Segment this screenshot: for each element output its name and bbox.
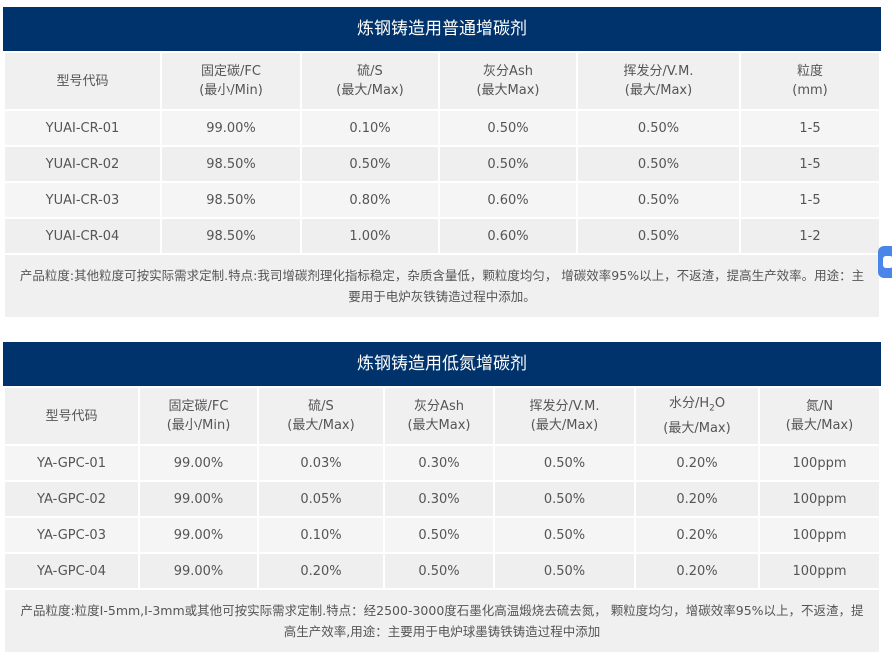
col-header-nitrogen: 氮/N (最大/Max) (758, 386, 881, 446)
table-row: YA-GPC-02 99.00% 0.05% 0.30% 0.50% 0.20%… (3, 480, 881, 518)
cell-model: YA-GPC-03 (3, 516, 140, 554)
table-row: YA-GPC-03 99.00% 0.10% 0.50% 0.50% 0.20%… (3, 516, 881, 554)
ordinary-carburizer-table: 炼钢铸造用普通增碳剂 型号代码 固定碳/FC (最小/Min) 硫/S (最大/Ma… (3, 7, 881, 319)
col-header-fixed-carbon: 固定碳/FC (最小/Min) (138, 386, 259, 446)
table-row: YUAI-CR-01 99.00% 0.10% 0.50% 0.50% 1-5 (3, 109, 881, 147)
header-row: 型号代码 固定碳/FC (最小/Min) 硫/S (最大/Max) 灰分Ash (最大… (3, 51, 881, 111)
col-header-size: 粒度 (mm) (739, 51, 881, 111)
col-header-sulfur: 硫/S (最大/Max) (300, 51, 440, 111)
cell-nitrogen: 100ppm (758, 444, 881, 482)
cell-model: YA-GPC-01 (3, 444, 140, 482)
cell-fixed-carbon: 99.00% (138, 516, 259, 554)
cell-volatile: 0.50% (576, 109, 741, 147)
cell-fixed-carbon: 98.50% (160, 181, 302, 219)
cell-moisture: 0.20% (634, 552, 760, 590)
cell-fixed-carbon: 99.00% (138, 480, 259, 518)
cell-model: YA-GPC-02 (3, 480, 140, 518)
table-row: YUAI-CR-04 98.50% 1.00% 0.60% 0.50% 1-2 (3, 217, 881, 255)
cell-volatile: 0.50% (493, 444, 636, 482)
cell-moisture: 0.20% (634, 516, 760, 554)
col-header-fixed-carbon: 固定碳/FC (最小/Min) (160, 51, 302, 111)
cell-size: 1-5 (739, 181, 881, 219)
cell-ash: 0.50% (383, 552, 495, 590)
cell-sulfur: 0.05% (257, 480, 385, 518)
table-note: 产品粒度:粒度I-5mm,I-3mm或其他可按实际需求定制.特点：经2500-3… (3, 588, 881, 654)
cell-fixed-carbon: 99.00% (160, 109, 302, 147)
cell-model: YUAI-CR-04 (3, 217, 162, 255)
col-header-sulfur: 硫/S (最大/Max) (257, 386, 385, 446)
col-header-moisture: 水分/H2O (最大/Max) (634, 386, 760, 446)
cell-fixed-carbon: 98.50% (160, 217, 302, 255)
cell-sulfur: 1.00% (300, 217, 440, 255)
table-row: YA-GPC-04 99.00% 0.20% 0.50% 0.50% 0.20%… (3, 552, 881, 590)
cell-ash: 0.60% (438, 217, 578, 255)
cell-fixed-carbon: 99.00% (138, 552, 259, 590)
cell-sulfur: 0.10% (300, 109, 440, 147)
cell-ash: 0.30% (383, 480, 495, 518)
table-row: YUAI-CR-02 98.50% 0.50% 0.50% 0.50% 1-5 (3, 145, 881, 183)
cell-moisture: 0.20% (634, 444, 760, 482)
cell-ash: 0.60% (438, 181, 578, 219)
cell-sulfur: 0.03% (257, 444, 385, 482)
table-title: 炼钢铸造用普通增碳剂 (3, 7, 881, 51)
col-header-model: 型号代码 (3, 386, 140, 446)
table-row: YUAI-CR-03 98.50% 0.80% 0.60% 0.50% 1-5 (3, 181, 881, 219)
chat-icon (883, 256, 892, 268)
cell-volatile: 0.50% (576, 217, 741, 255)
cell-volatile: 0.50% (576, 145, 741, 183)
cell-ash: 0.50% (383, 516, 495, 554)
table-row: YA-GPC-01 99.00% 0.03% 0.30% 0.50% 0.20%… (3, 444, 881, 482)
cell-ash: 0.30% (383, 444, 495, 482)
floating-side-tab[interactable] (878, 246, 892, 278)
header-row: 型号代码 固定碳/FC (最小/Min) 硫/S (最大/Max) 灰分Ash (最大… (3, 386, 881, 446)
cell-fixed-carbon: 98.50% (160, 145, 302, 183)
cell-volatile: 0.50% (576, 181, 741, 219)
cell-model: YUAI-CR-02 (3, 145, 162, 183)
cell-ash: 0.50% (438, 109, 578, 147)
cell-size: 1-5 (739, 109, 881, 147)
cell-sulfur: 0.20% (257, 552, 385, 590)
cell-moisture: 0.20% (634, 480, 760, 518)
cell-nitrogen: 100ppm (758, 552, 881, 590)
table-title: 炼钢铸造用低氮增碳剂 (3, 342, 881, 386)
cell-volatile: 0.50% (493, 480, 636, 518)
cell-nitrogen: 100ppm (758, 480, 881, 518)
table-note: 产品粒度:其他粒度可按实际需求定制.特点:我司增碳剂理化指标稳定，杂质含量低，颗… (3, 253, 881, 319)
cell-size: 1-2 (739, 217, 881, 255)
cell-volatile: 0.50% (493, 552, 636, 590)
cell-model: YUAI-CR-01 (3, 109, 162, 147)
col-header-volatile: 挥发分/V.M. (最大/Max) (493, 386, 636, 446)
low-nitrogen-carburizer-table: 炼钢铸造用低氮增碳剂 型号代码 固定碳/FC (最小/Min) 硫/S (最大/Ma… (3, 342, 881, 654)
cell-sulfur: 0.50% (300, 145, 440, 183)
cell-fixed-carbon: 99.00% (138, 444, 259, 482)
cell-nitrogen: 100ppm (758, 516, 881, 554)
cell-model: YUAI-CR-03 (3, 181, 162, 219)
col-header-ash: 灰分Ash (最大Max) (438, 51, 578, 111)
cell-size: 1-5 (739, 145, 881, 183)
cell-volatile: 0.50% (493, 516, 636, 554)
cell-model: YA-GPC-04 (3, 552, 140, 590)
cell-sulfur: 0.80% (300, 181, 440, 219)
col-header-volatile: 挥发分/V.M. (最大/Max) (576, 51, 741, 111)
cell-sulfur: 0.10% (257, 516, 385, 554)
col-header-model: 型号代码 (3, 51, 162, 111)
cell-ash: 0.50% (438, 145, 578, 183)
col-header-ash: 灰分Ash (最大Max) (383, 386, 495, 446)
